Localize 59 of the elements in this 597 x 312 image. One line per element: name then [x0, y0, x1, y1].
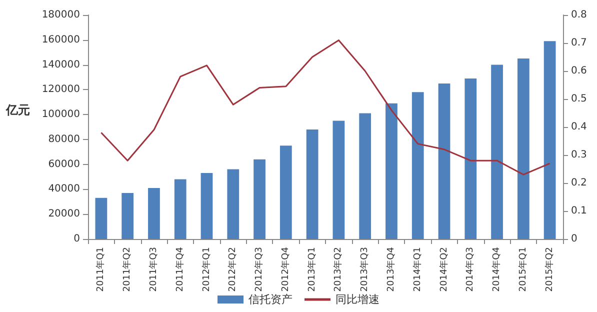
x-tick-label: 2013年Q1: [306, 247, 318, 292]
y2-tick-label: 0: [571, 234, 578, 244]
bar: [280, 146, 292, 239]
legend-label: 信托资产: [248, 293, 292, 306]
y2-tick-label: 0.5: [571, 94, 587, 104]
y2-tick-label: 0.2: [571, 178, 587, 188]
bar: [438, 83, 450, 239]
line-series: [100, 39, 551, 176]
bar: [332, 120, 345, 239]
x-tick-label: 2012年Q1: [200, 247, 212, 292]
x-tick-label: 2014年Q4: [491, 246, 502, 292]
y2-tick-label: 0.8: [571, 10, 587, 20]
bar: [517, 58, 530, 239]
bar: [254, 159, 266, 239]
x-tick-label: 2012年Q3: [254, 247, 265, 292]
y2-tick-label: 0.1: [571, 206, 587, 216]
x-tick-label: 2013年Q2: [332, 247, 344, 292]
bar: [464, 78, 477, 239]
x-tick-label: 2014年Q2: [438, 247, 450, 292]
bar: [359, 113, 372, 239]
x-tick-label: 2012年Q2: [227, 247, 238, 292]
y-tick-label: 180000: [42, 10, 80, 20]
bar: [122, 192, 134, 239]
y-tick-label: 160000: [42, 34, 80, 46]
bar: [200, 173, 213, 239]
bar: [174, 179, 186, 239]
y2-tick-label: 0.7: [571, 38, 587, 48]
bar: [227, 169, 240, 239]
y-tick-label: 120000: [42, 84, 80, 96]
y-tick-label: 60000: [48, 158, 80, 170]
bar: [95, 198, 108, 239]
x-tick-label: 2014年Q1: [412, 247, 423, 292]
bar: [148, 188, 160, 239]
y-tick-label: 80000: [48, 134, 80, 145]
x-tick-label: 2015年Q2: [544, 247, 555, 292]
y-tick-label: 140000: [42, 59, 80, 70]
x-tick-label: 2012年Q4: [280, 246, 291, 292]
y-tick-label: 100000: [42, 109, 80, 120]
bar: [306, 129, 318, 239]
bar: [412, 92, 424, 239]
bar: [491, 64, 503, 239]
x-tick-label: 2011年Q1: [95, 247, 106, 292]
bar: [386, 103, 398, 239]
x-tick-label: 2014年Q3: [464, 247, 476, 292]
x-tick-label: 2013年Q3: [359, 247, 370, 292]
x-tick-label: 2013年Q4: [385, 246, 396, 292]
x-tick-label: 2011年Q2: [122, 247, 133, 292]
y-tick-label: 20000: [48, 208, 80, 220]
y2-tick-label: 0.6: [571, 66, 587, 76]
bar: [544, 41, 556, 239]
x-tick-label: 2011年Q3: [148, 247, 159, 292]
y-tick-label: 40000: [48, 184, 80, 195]
y-tick-label: 0: [74, 234, 80, 244]
y2-tick-label: 0.3: [571, 150, 587, 160]
legend-label: 同比增速: [336, 293, 380, 306]
y-axis-title: 亿元: [5, 103, 30, 117]
y2-tick-label: 0.4: [571, 122, 587, 132]
x-tick-label: 2011年Q4: [174, 246, 186, 292]
x-tick-label: 2015年Q1: [517, 247, 528, 292]
